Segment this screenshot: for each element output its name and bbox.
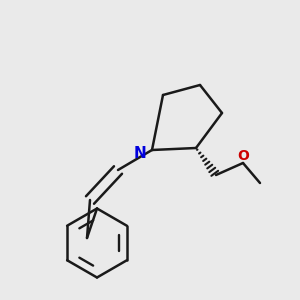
- Text: O: O: [237, 149, 249, 163]
- Text: N: N: [134, 146, 146, 161]
